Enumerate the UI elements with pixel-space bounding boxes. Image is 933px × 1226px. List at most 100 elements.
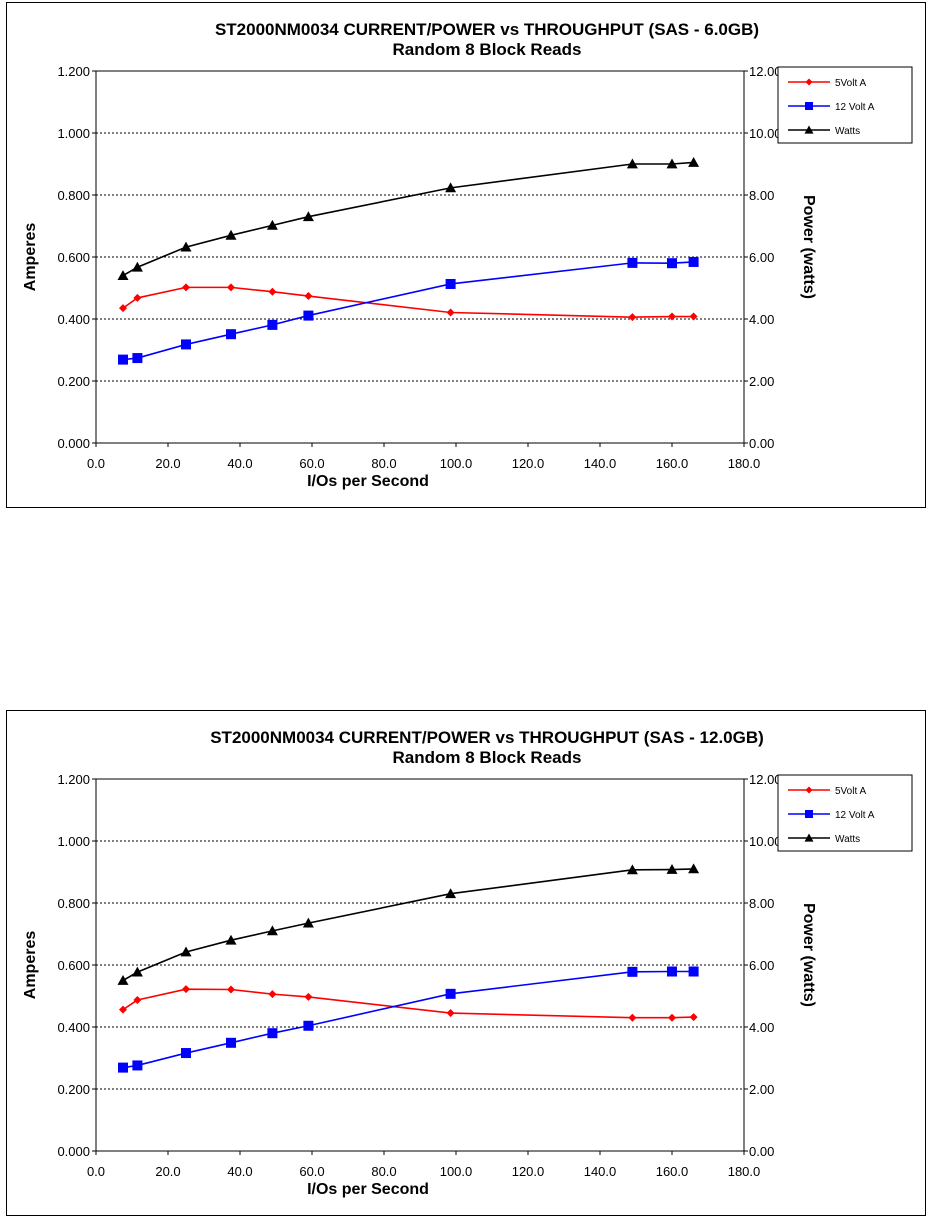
- y2-tick-label: 10.00: [749, 126, 782, 141]
- data-point-5volt-a: [227, 985, 235, 994]
- data-point-12-volt-a: [132, 1060, 143, 1071]
- x-tick-label: 20.0: [155, 1164, 180, 1179]
- data-point-watts: [302, 917, 314, 928]
- y-tick-label: 1.000: [57, 126, 90, 141]
- legend-marker: [805, 810, 813, 818]
- data-point-watts: [131, 966, 143, 977]
- x-tick-label: 40.0: [227, 1164, 252, 1179]
- legend-label: 5Volt A: [835, 78, 866, 89]
- data-point-watts: [117, 975, 129, 985]
- data-point-12-volt-a: [627, 257, 638, 268]
- y-tick-label: 0.800: [57, 896, 90, 911]
- y2-tick-label: 8.00: [749, 896, 774, 911]
- y-tick-label: 0.000: [57, 1144, 90, 1159]
- chart-subtitle: Random 8 Block Reads: [393, 40, 582, 59]
- chart-title: ST2000NM0034 CURRENT/POWER vs THROUGHPUT…: [215, 20, 759, 39]
- data-point-watts: [117, 270, 129, 280]
- data-point-watts: [445, 888, 457, 899]
- data-point-watts: [131, 261, 143, 272]
- y-tick-label: 0.600: [57, 250, 90, 265]
- data-point-5volt-a: [227, 283, 235, 292]
- data-point-5volt-a: [119, 1005, 127, 1014]
- data-point-watts: [302, 211, 314, 222]
- y-tick-label: 1.000: [57, 834, 90, 849]
- data-point-5volt-a: [182, 985, 190, 994]
- data-point-5volt-a: [268, 990, 277, 999]
- x-tick-label: 180.0: [728, 456, 761, 471]
- y2-tick-label: 4.00: [749, 312, 774, 327]
- x-tick-label: 120.0: [512, 456, 545, 471]
- series-line-12-volt-a: [122, 970, 694, 1069]
- data-point-12-volt-a: [688, 966, 699, 977]
- legend-label: Watts: [835, 126, 860, 137]
- data-point-5volt-a: [182, 283, 190, 292]
- x-tick-label: 0.0: [87, 1164, 105, 1179]
- y2-tick-label: 6.00: [749, 250, 774, 265]
- legend-marker: [804, 125, 814, 134]
- data-point-watts: [626, 864, 638, 875]
- y-tick-label: 0.800: [57, 188, 90, 203]
- y-tick-label: 0.400: [57, 312, 90, 327]
- data-point-12-volt-a: [226, 329, 236, 340]
- x-axis-title: I/Os per Second: [307, 473, 429, 490]
- data-point-5volt-a: [446, 1009, 455, 1018]
- data-point-12-volt-a: [688, 256, 699, 267]
- y-axis-title: Amperes: [22, 931, 39, 1000]
- data-point-12-volt-a: [627, 966, 638, 977]
- y2-tick-label: 4.00: [749, 1020, 774, 1035]
- legend-marker: [805, 102, 813, 110]
- data-point-watts: [626, 158, 638, 169]
- data-point-12-volt-a: [303, 310, 314, 321]
- data-point-watts: [666, 158, 678, 169]
- x-tick-label: 20.0: [155, 456, 180, 471]
- chart-subtitle: Random 8 Block Reads: [393, 748, 582, 767]
- series-line-12-volt-a: [122, 261, 694, 361]
- x-axis-title: I/Os per Second: [307, 1181, 429, 1198]
- y2-tick-label: 6.00: [749, 958, 774, 973]
- data-point-watts: [180, 946, 192, 957]
- data-point-watts: [180, 241, 192, 252]
- data-point-watts: [666, 864, 678, 874]
- data-point-12-volt-a: [267, 1028, 278, 1039]
- data-point-12-volt-a: [667, 258, 677, 269]
- x-tick-label: 80.0: [371, 1164, 396, 1179]
- chart-panel-sas-12gb: ST2000NM0034 CURRENT/POWER vs THROUGHPUT…: [6, 710, 926, 1216]
- data-point-5volt-a: [304, 292, 313, 301]
- data-point-5volt-a: [689, 312, 698, 321]
- series-line-watts: [122, 161, 694, 277]
- y2-tick-label: 12.00: [749, 64, 782, 79]
- data-point-5volt-a: [133, 293, 142, 302]
- legend-label: 5Volt A: [835, 786, 866, 797]
- x-tick-label: 140.0: [584, 456, 617, 471]
- data-point-5volt-a: [133, 996, 142, 1005]
- y-tick-label: 1.200: [57, 64, 90, 79]
- chart-title: ST2000NM0034 CURRENT/POWER vs THROUGHPUT…: [210, 728, 764, 747]
- data-point-12-volt-a: [667, 966, 677, 977]
- y2-tick-label: 0.00: [749, 436, 774, 451]
- x-tick-label: 60.0: [299, 1164, 324, 1179]
- y2-axis-title: Power (watts): [800, 903, 817, 1007]
- data-point-5volt-a: [446, 308, 455, 317]
- y2-tick-label: 8.00: [749, 188, 774, 203]
- data-point-5volt-a: [689, 1013, 698, 1022]
- chart-panel-sas-6gb: ST2000NM0034 CURRENT/POWER vs THROUGHPUT…: [6, 2, 926, 508]
- x-tick-label: 160.0: [656, 456, 689, 471]
- legend-label: Watts: [835, 834, 860, 845]
- legend-label: 12 Volt A: [835, 102, 875, 113]
- data-point-watts: [688, 156, 700, 167]
- data-point-12-volt-a: [267, 319, 278, 330]
- y-tick-label: 0.200: [57, 374, 90, 389]
- data-point-5volt-a: [119, 304, 127, 313]
- series-line-5volt-a: [122, 286, 694, 318]
- data-point-watts: [225, 934, 237, 945]
- data-point-12-volt-a: [181, 1048, 191, 1059]
- x-tick-label: 40.0: [227, 456, 252, 471]
- x-tick-label: 120.0: [512, 1164, 545, 1179]
- data-point-12-volt-a: [132, 353, 143, 364]
- data-point-12-volt-a: [226, 1037, 236, 1048]
- x-tick-label: 180.0: [728, 1164, 761, 1179]
- y-tick-label: 0.200: [57, 1082, 90, 1097]
- chart-svg: ST2000NM0034 CURRENT/POWER vs THROUGHPUT…: [22, 728, 913, 1198]
- data-point-watts: [266, 925, 278, 936]
- y2-tick-label: 12.00: [749, 772, 782, 787]
